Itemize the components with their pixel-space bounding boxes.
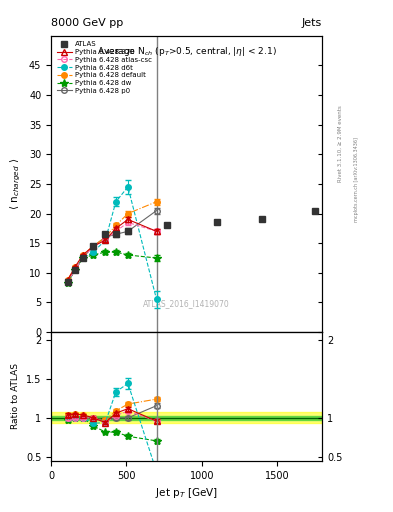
Text: 8000 GeV pp: 8000 GeV pp	[51, 18, 123, 28]
X-axis label: Jet p$_T$ [GeV]: Jet p$_T$ [GeV]	[155, 486, 218, 500]
Text: Jets: Jets	[302, 18, 322, 28]
Text: Rivet 3.1.10, ≥ 2.9M events: Rivet 3.1.10, ≥ 2.9M events	[338, 105, 343, 182]
Y-axis label: Ratio to ATLAS: Ratio to ATLAS	[11, 364, 20, 430]
Legend: ATLAS, Pythia 6.428 370, Pythia 6.428 atlas-csc, Pythia 6.428 d6t, Pythia 6.428 : ATLAS, Pythia 6.428 370, Pythia 6.428 at…	[55, 39, 154, 96]
Text: ATLAS_2016_I1419070: ATLAS_2016_I1419070	[143, 300, 230, 308]
Text: Average N$_{ch}$ (p$_T$>0.5, central, |$\eta$| < 2.1): Average N$_{ch}$ (p$_T$>0.5, central, |$…	[97, 45, 277, 58]
Y-axis label: $\langle$ n$_{charged}$ $\rangle$: $\langle$ n$_{charged}$ $\rangle$	[9, 158, 23, 210]
Text: mcplots.cern.ch [arXiv:1306.3436]: mcplots.cern.ch [arXiv:1306.3436]	[354, 137, 359, 222]
